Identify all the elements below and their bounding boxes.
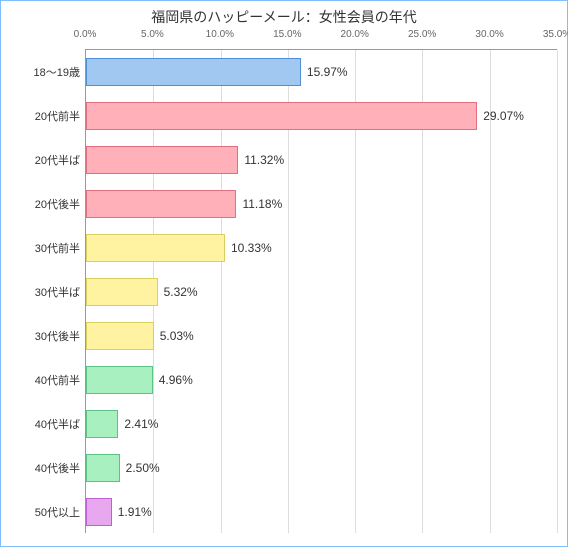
- chart-title: 福岡県のハッピーメール：女性会員の年代: [1, 1, 567, 29]
- bar-row: 30代後半5.03%: [86, 314, 557, 358]
- bar: [86, 410, 118, 438]
- bar: [86, 366, 153, 394]
- x-tick: 35.0%: [543, 29, 568, 40]
- bar-value-label: 5.03%: [160, 329, 194, 343]
- bar: [86, 234, 225, 262]
- chart-container: 福岡県のハッピーメール：女性会員の年代 0.0% 5.0% 10.0% 15.0% 20…: [0, 0, 568, 547]
- category-label: 40代半ば: [8, 416, 86, 432]
- category-label: 30代後半: [8, 328, 86, 344]
- x-tick: 15.0%: [273, 29, 301, 40]
- bar: [86, 322, 154, 350]
- category-label: 40代前半: [8, 372, 86, 388]
- bar: [86, 58, 301, 86]
- x-tick: 20.0%: [341, 29, 369, 40]
- bar: [86, 278, 158, 306]
- x-axis: 0.0%5.0%10.0%15.0%20.0%25.0%30.0%35.0%: [85, 29, 557, 49]
- bar-value-label: 1.91%: [118, 505, 152, 519]
- bar: [86, 498, 112, 526]
- x-tick: 25.0%: [408, 29, 436, 40]
- bar-value-label: 10.33%: [231, 241, 272, 255]
- bar: [86, 190, 236, 218]
- bar-row: 50代以上1.91%: [86, 490, 557, 534]
- bar-row: 30代前半10.33%: [86, 226, 557, 270]
- x-tick: 5.0%: [141, 29, 164, 40]
- bar-row: 40代半ば2.41%: [86, 402, 557, 446]
- bar-row: 40代後半2.50%: [86, 446, 557, 490]
- bar: [86, 146, 238, 174]
- plot-area: 18～19歳15.97%20代前半29.07%20代半ば11.32%20代後半1…: [85, 49, 557, 533]
- category-label: 50代以上: [8, 504, 86, 520]
- x-tick: 30.0%: [475, 29, 503, 40]
- bar-value-label: 29.07%: [483, 109, 524, 123]
- bar-row: 30代半ば5.32%: [86, 270, 557, 314]
- category-label: 20代半ば: [8, 152, 86, 168]
- x-tick: 10.0%: [206, 29, 234, 40]
- bar-value-label: 5.32%: [164, 285, 198, 299]
- category-label: 40代後半: [8, 460, 86, 476]
- gridline: [557, 50, 558, 533]
- category-label: 30代半ば: [8, 284, 86, 300]
- bar-value-label: 4.96%: [159, 373, 193, 387]
- bar-row: 20代半ば11.32%: [86, 138, 557, 182]
- bar: [86, 454, 120, 482]
- bar-value-label: 11.32%: [244, 153, 284, 167]
- bar-row: 18～19歳15.97%: [86, 50, 557, 94]
- bar: [86, 102, 477, 130]
- category-label: 20代後半: [8, 196, 86, 212]
- bar-value-label: 2.50%: [126, 461, 160, 475]
- bar-value-label: 11.18%: [242, 197, 282, 211]
- bar-row: 40代前半4.96%: [86, 358, 557, 402]
- bar-row: 20代前半29.07%: [86, 94, 557, 138]
- bar-value-label: 2.41%: [124, 417, 158, 431]
- x-tick: 0.0%: [74, 29, 97, 40]
- category-label: 30代前半: [8, 240, 86, 256]
- bar-value-label: 15.97%: [307, 65, 348, 79]
- category-label: 20代前半: [8, 108, 86, 124]
- category-label: 18～19歳: [8, 64, 86, 80]
- bar-row: 20代後半11.18%: [86, 182, 557, 226]
